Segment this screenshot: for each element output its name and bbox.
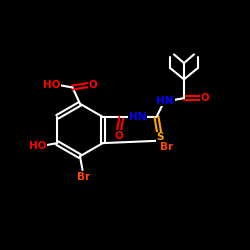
Text: HO: HO — [42, 80, 60, 90]
Text: HN: HN — [129, 112, 146, 122]
Text: Br: Br — [160, 142, 173, 152]
Text: O: O — [89, 80, 98, 90]
Text: HN: HN — [156, 96, 174, 106]
Text: Br: Br — [77, 172, 90, 182]
Text: O: O — [114, 130, 123, 140]
Text: O: O — [201, 93, 209, 103]
Text: HO: HO — [28, 140, 46, 150]
Text: S: S — [156, 132, 164, 142]
